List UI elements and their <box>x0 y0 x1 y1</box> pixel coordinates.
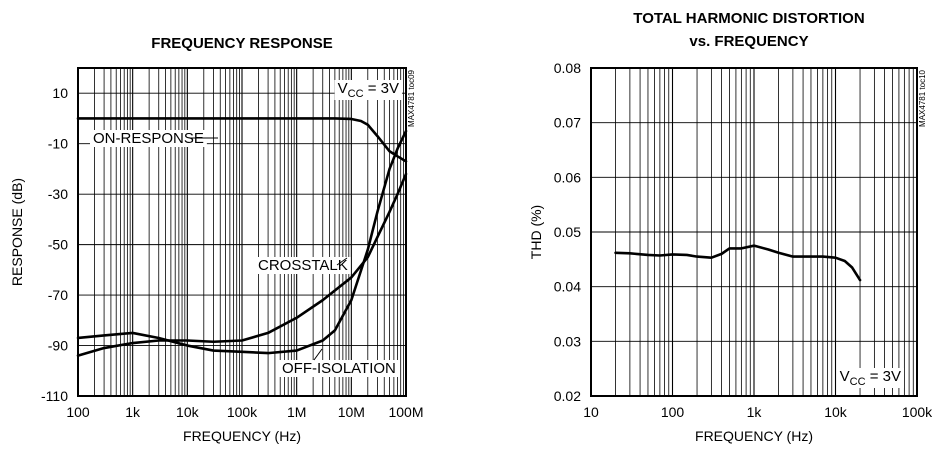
chart-1-y-tick-label: 0.06 <box>554 169 581 185</box>
chart-0-crosstalk-leader <box>336 257 348 266</box>
chart-1-grid <box>591 68 917 396</box>
chart-0-on-response-label: ON-RESPONSE <box>93 130 204 147</box>
chart-1-side-code: MAX4781 toc10 <box>918 69 927 126</box>
chart-0-off-isolation-label-group: OFF-ISOLATION <box>279 360 399 377</box>
chart-0-y-tick-label: -30 <box>48 186 68 202</box>
chart-0-series-crosstalk-line <box>76 172 408 357</box>
chart-1-y-tick-label: 0.07 <box>554 115 581 131</box>
chart-0-off-isolation-leader <box>313 348 323 361</box>
chart-1-title: TOTAL HARMONIC DISTORTION <box>633 10 864 27</box>
chart-0-y-axis-label: RESPONSE (dB) <box>9 178 25 286</box>
chart-0-y-tick-label: 10 <box>52 85 68 101</box>
chart-1-series-thd-line <box>614 244 862 282</box>
chart-0-y-tick-label: -50 <box>48 237 68 253</box>
chart-0-x-tick-label: 10M <box>338 404 365 420</box>
chart-1-y-axis-label: THD (%) <box>528 205 544 259</box>
chart-0-x-tick-label: 100k <box>227 404 258 420</box>
chart-1-x-tick-label: 100k <box>902 404 933 420</box>
chart-1-frame <box>590 67 918 397</box>
chart-1-x-tick-label: 100 <box>661 404 685 420</box>
chart-1-y-tick-label: 0.08 <box>554 60 581 76</box>
chart-0-y-tick-label: -110 <box>41 388 68 404</box>
chart-0-y-tick-label: -10 <box>48 136 68 152</box>
chart-0-title: FREQUENCY RESPONSE <box>151 35 332 52</box>
chart-0-x-tick-label: 100M <box>388 404 423 420</box>
chart-0-side-code: MAX4781 toc09 <box>407 69 416 126</box>
chart-1-y-tick-label: 0.04 <box>554 279 581 295</box>
chart-1-x-tick-label: 10 <box>583 404 599 420</box>
chart-0-on-response-label-group: ON-RESPONSE <box>90 130 207 147</box>
chart-0-crosstalk-label: CROSSTALK <box>258 257 348 274</box>
chart-0-x-tick-label: 1M <box>287 404 306 420</box>
chart-0-series-off-isolation-line <box>76 129 408 355</box>
chart-0-x-tick-label: 10k <box>176 404 200 420</box>
chart-0-y-tick-label: -90 <box>48 338 68 354</box>
chart-0-x-tick-label: 1k <box>125 404 141 420</box>
chart-1-y-tick-label: 0.05 <box>554 224 581 240</box>
chart-1-x-tick-label: 1k <box>747 404 763 420</box>
chart-0-vcc-label-group: VCC = 3V <box>334 80 402 100</box>
chart-0-frame <box>77 67 407 397</box>
chart-1-x-axis-label: FREQUENCY (Hz) <box>695 428 813 444</box>
chart-0-crosstalk-label-group: CROSSTALK <box>255 257 351 274</box>
chart-0-series-on-response-line <box>76 117 408 163</box>
chart-1-y-tick-label: 0.02 <box>554 388 581 404</box>
chart-1-x-tick-label: 10k <box>824 404 848 420</box>
chart-1-vcc-label-group: VCC = 3V <box>836 368 904 388</box>
chart-0-x-tick-label: 100 <box>66 404 90 420</box>
chart-0-vcc-label: VCC = 3V <box>338 80 399 100</box>
chart-1-subtitle: vs. FREQUENCY <box>689 33 808 50</box>
chart-1-vcc-label: VCC = 3V <box>840 368 901 388</box>
chart-1-y-tick-label: 0.03 <box>554 333 581 349</box>
chart-0-off-isolation-label: OFF-ISOLATION <box>282 360 396 377</box>
chart-0-x-axis-label: FREQUENCY (Hz) <box>183 428 301 444</box>
chart-0-y-tick-label: -70 <box>48 287 68 303</box>
